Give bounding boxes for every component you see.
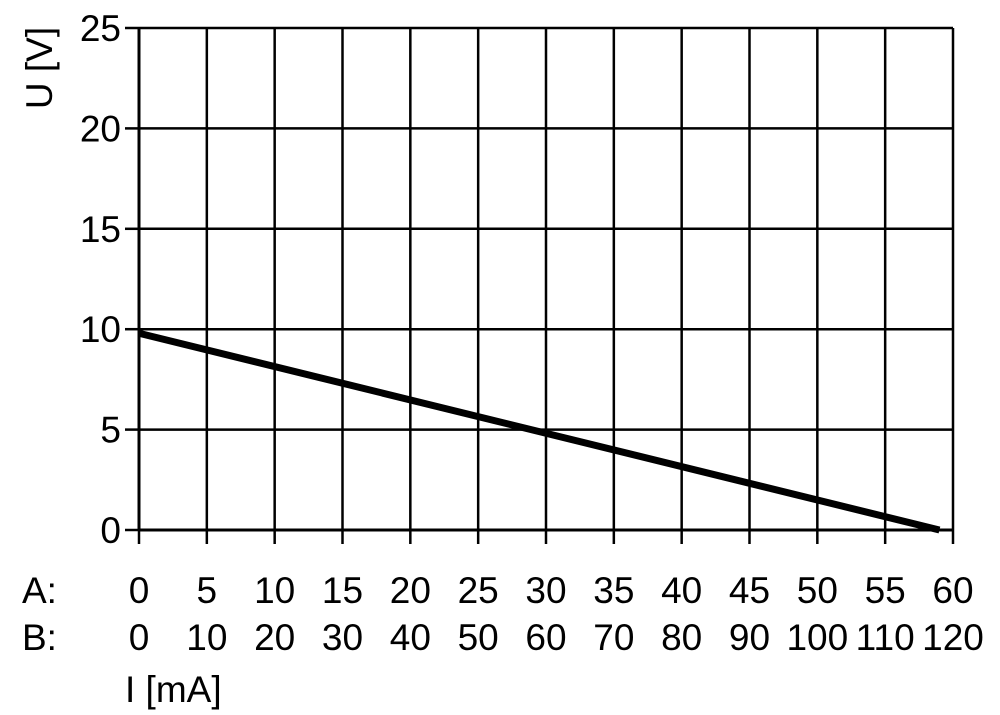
y-axis-label: U [V] — [19, 27, 60, 109]
x-tick-label-a: 0 — [129, 570, 150, 611]
tick-marks — [125, 26, 955, 544]
x-axis-label: I [mA] — [125, 669, 222, 710]
x-tick-label-b: 40 — [390, 617, 431, 658]
x-tick-label-a: 30 — [525, 570, 566, 611]
x-tick-label-a: 20 — [390, 570, 431, 611]
x-tick-label-a: 10 — [254, 570, 295, 611]
x-tick-label-a: 55 — [865, 570, 906, 611]
x-tick-label-a: 45 — [729, 570, 770, 611]
x-tick-label-b: 60 — [525, 617, 566, 658]
x-tick-labels: 0 5 10 15 20 25 30 35 40 45 50 55 60 0 10 20 30 40 50 60 70 8… — [129, 570, 984, 658]
x-tick-label-b: 10 — [186, 617, 227, 658]
x-tick-label-b: 100 — [786, 617, 848, 658]
y-tick-label: 10 — [80, 309, 121, 350]
x-tick-label-a: 25 — [458, 570, 499, 611]
y-tick-label: 20 — [80, 108, 121, 149]
x-tick-label-b: 80 — [661, 617, 702, 658]
y-tick-label: 5 — [100, 410, 121, 451]
y-tick-label: 25 — [80, 8, 121, 49]
x-scale-a-label: A: — [22, 570, 57, 611]
series-line — [138, 329, 941, 534]
x-tick-label-a: 15 — [322, 570, 363, 611]
y-tick-label: 15 — [80, 209, 121, 250]
x-tick-label-b: 120 — [922, 617, 984, 658]
x-scale-b-label: B: — [22, 617, 57, 658]
grid — [137, 26, 955, 532]
y-tick-labels: 0 5 10 15 20 25 — [80, 8, 121, 551]
x-tick-label-a: 5 — [197, 570, 218, 611]
x-tick-label-b: 90 — [729, 617, 770, 658]
x-tick-label-a: 40 — [661, 570, 702, 611]
x-tick-label-b: 30 — [322, 617, 363, 658]
x-tick-label-a: 50 — [797, 570, 838, 611]
data-series — [138, 329, 941, 534]
x-tick-label-b: 70 — [593, 617, 634, 658]
x-tick-label-a: 35 — [593, 570, 634, 611]
x-tick-label-b: 0 — [129, 617, 150, 658]
y-tick-label: 0 — [100, 510, 121, 551]
x-tick-label-b: 20 — [254, 617, 295, 658]
x-tick-label-b: 50 — [458, 617, 499, 658]
x-tick-label-b: 110 — [856, 617, 915, 658]
x-tick-label-a: 60 — [932, 570, 973, 611]
